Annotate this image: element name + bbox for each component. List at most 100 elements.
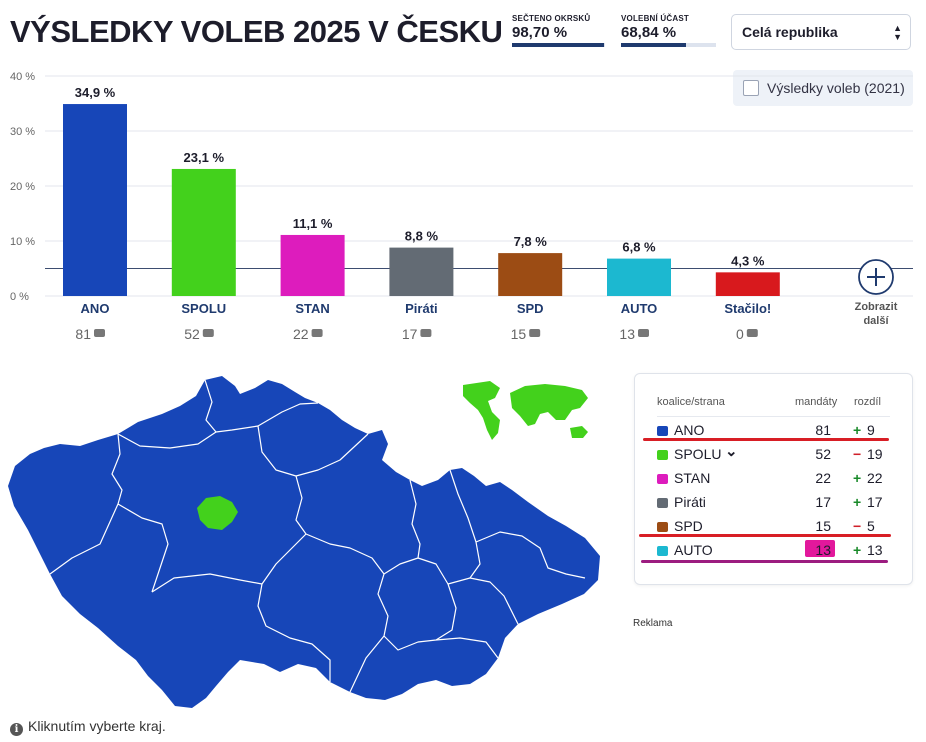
seat-icon xyxy=(746,329,758,337)
party-name: Piráti xyxy=(674,494,706,510)
party-name: SPOLU xyxy=(674,446,722,462)
seat-icon xyxy=(311,329,323,337)
region-select-value: Celá republika xyxy=(742,24,838,40)
party-seats: 15 xyxy=(815,518,831,534)
czech-map xyxy=(8,376,600,708)
map-hint: i Kliknutím vyberte kraj. xyxy=(10,718,166,736)
party-name: AUTO xyxy=(674,542,713,558)
y-tick-label: 0 % xyxy=(10,291,29,303)
seat-icon xyxy=(420,329,432,337)
world-map-icon[interactable] xyxy=(463,381,588,440)
party-seats: 17 xyxy=(815,494,831,510)
legend-row[interactable]: STAN 22 +22 xyxy=(635,468,912,492)
party-name: STAN xyxy=(674,470,711,486)
world-australia xyxy=(570,426,588,438)
annotation-line-red-2 xyxy=(639,534,891,537)
party-diff: +9 xyxy=(853,422,875,438)
bar[interactable] xyxy=(498,253,563,296)
category-label: ANO xyxy=(81,301,110,316)
seat-count: 22 xyxy=(293,326,309,342)
seat-count: 81 xyxy=(75,326,91,342)
bar[interactable] xyxy=(715,272,780,296)
diff-sign: − xyxy=(853,518,862,534)
party-name: ANO xyxy=(674,422,705,438)
party-diff: +22 xyxy=(853,470,883,486)
category-label: STAN xyxy=(295,301,329,316)
category-label: SPD xyxy=(517,301,544,316)
legend-row[interactable]: SPD 15 −5 xyxy=(635,516,912,540)
legend-row[interactable]: ANO 81 +9 xyxy=(635,420,912,444)
party-color-swatch xyxy=(657,426,668,436)
diff-value: 19 xyxy=(867,446,883,462)
legend-row[interactable]: Piráti 17 +17 xyxy=(635,492,912,516)
seat-count: 52 xyxy=(184,326,200,342)
bar[interactable] xyxy=(63,104,127,296)
map-hint-text: Kliknutím vyberte kraj. xyxy=(28,718,166,734)
world-americas xyxy=(463,381,500,440)
seat-icon xyxy=(638,329,649,337)
diff-sign: + xyxy=(853,494,862,510)
legend-header-diff: rozdíl xyxy=(854,396,881,408)
counted-districts-progress-fill xyxy=(512,43,604,47)
turnout-value: 68,84 % xyxy=(621,24,677,41)
region-select[interactable]: Celá republika ▲ ▼ xyxy=(731,14,911,50)
data-label: 11,1 % xyxy=(293,216,333,231)
bar[interactable] xyxy=(280,234,345,296)
seat-count: 17 xyxy=(402,326,418,342)
seat-icon xyxy=(529,329,541,337)
party-seats: 22 xyxy=(815,470,831,486)
legend-header-party: koalice/strana xyxy=(657,396,725,408)
category-label: SPOLU xyxy=(181,301,226,316)
seat-count: 13 xyxy=(619,326,635,342)
party-color-swatch xyxy=(657,450,668,460)
party-diff: −5 xyxy=(853,518,875,534)
category-label: Piráti xyxy=(405,301,438,316)
regions xyxy=(8,376,600,708)
seat-count: 15 xyxy=(511,326,527,342)
show-more-label: další xyxy=(863,315,889,327)
diff-value: 17 xyxy=(867,494,883,510)
seat-icon xyxy=(94,329,105,337)
annotation-line-red-1 xyxy=(643,438,889,441)
region-prague[interactable] xyxy=(197,496,238,530)
y-tick-label: 10 % xyxy=(10,236,35,248)
data-label: 34,9 % xyxy=(75,85,116,100)
compare-2021-checkbox[interactable] xyxy=(743,80,759,96)
compare-2021-label: Výsledky voleb (2021) xyxy=(767,80,905,96)
turnout-label: VOLEBNÍ ÚČAST xyxy=(621,14,689,23)
ad-label: Reklama xyxy=(633,618,673,629)
data-label: 6,8 % xyxy=(622,240,656,255)
diff-sign: + xyxy=(853,542,862,558)
show-more-label: Zobrazit xyxy=(855,301,898,313)
chevron-down-icon[interactable]: ⌄ xyxy=(725,443,738,460)
counted-districts-progress xyxy=(512,43,605,47)
legend-row[interactable]: AUTO 13 +13 xyxy=(635,540,912,564)
data-label: 8,8 % xyxy=(405,229,439,244)
region-country[interactable] xyxy=(8,376,600,708)
legend-row[interactable]: SPOLU ⌄ 52 −19 xyxy=(635,443,912,468)
world-eurasia xyxy=(510,384,588,426)
bar[interactable] xyxy=(171,168,236,296)
highlight-marker xyxy=(805,540,835,557)
data-label: 7,8 % xyxy=(514,234,548,249)
legend-divider xyxy=(657,416,890,417)
bar[interactable] xyxy=(607,258,671,296)
annotation-line-purple xyxy=(641,560,888,563)
party-name: SPD xyxy=(674,518,703,534)
party-seats: 81 xyxy=(815,422,831,438)
y-tick-label: 30 % xyxy=(10,126,35,138)
party-diff: +17 xyxy=(853,494,883,510)
seats-legend: koalice/strana mandáty rozdíl ANO 81 +9 SPO… xyxy=(634,373,913,585)
turnout-progress xyxy=(621,43,716,47)
data-label: 23,1 % xyxy=(184,150,225,165)
counted-districts-value: 98,70 % xyxy=(512,24,568,41)
party-color-swatch xyxy=(657,498,668,508)
party-seats: 13 xyxy=(815,542,831,558)
bar[interactable] xyxy=(389,247,454,296)
y-tick-label: 40 % xyxy=(10,71,35,83)
region-borders xyxy=(49,379,586,693)
seat-icon xyxy=(202,329,214,337)
diff-value: 13 xyxy=(867,542,883,558)
diff-value: 5 xyxy=(867,518,875,534)
party-diff: +13 xyxy=(853,542,883,558)
